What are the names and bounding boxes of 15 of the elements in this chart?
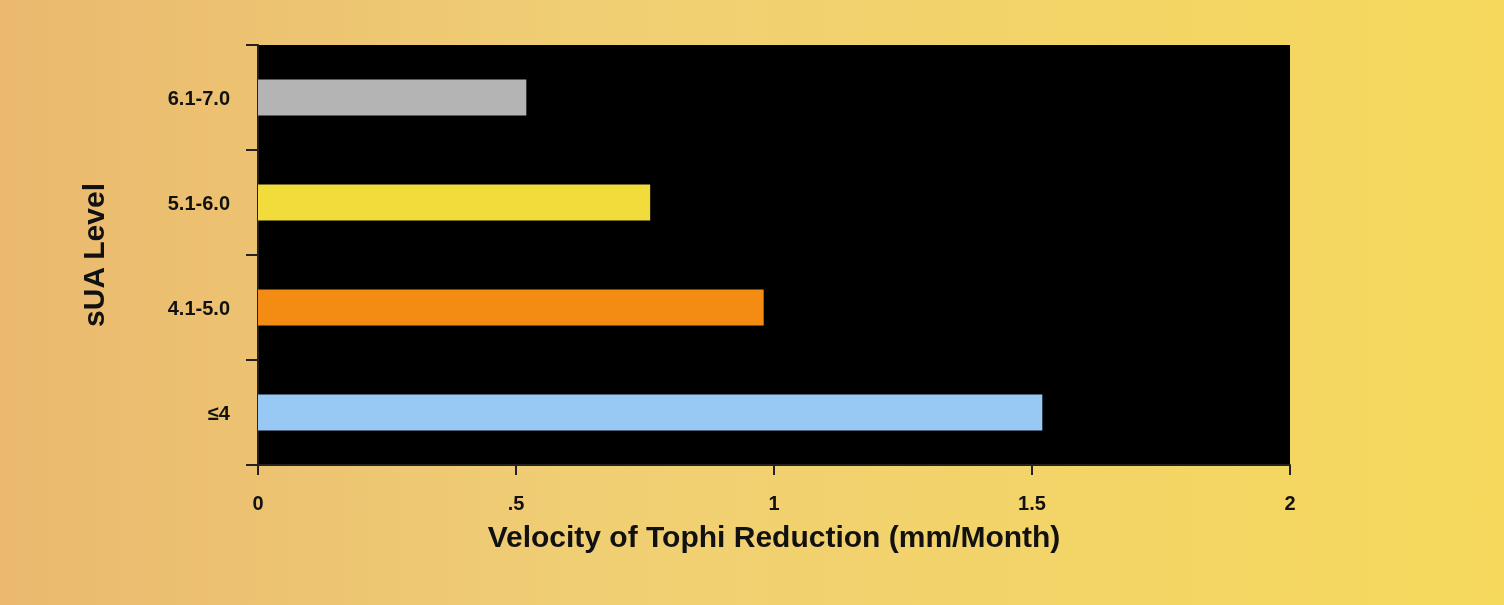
- y-tick-label: 6.1-7.0: [167, 86, 230, 109]
- x-tick-label: 1.5: [1018, 492, 1046, 514]
- bar: [258, 184, 651, 221]
- y-tick-label: 4.1-5.0: [167, 296, 230, 319]
- y-tick-label: 5.1-6.0: [167, 191, 230, 214]
- x-tick-label: 2: [1284, 492, 1296, 514]
- y-tick-label: ≤4: [207, 401, 231, 424]
- bar: [258, 79, 527, 116]
- bar: [258, 289, 764, 326]
- bar: [258, 394, 1043, 431]
- x-tick-label: 0: [252, 492, 264, 514]
- x-tick-label: .5: [507, 492, 525, 514]
- x-tick-label: 1: [768, 492, 780, 514]
- x-axis-title: Velocity of Tophi Reduction (mm/Month): [487, 519, 1061, 553]
- y-axis-title: sUA Level: [76, 183, 110, 327]
